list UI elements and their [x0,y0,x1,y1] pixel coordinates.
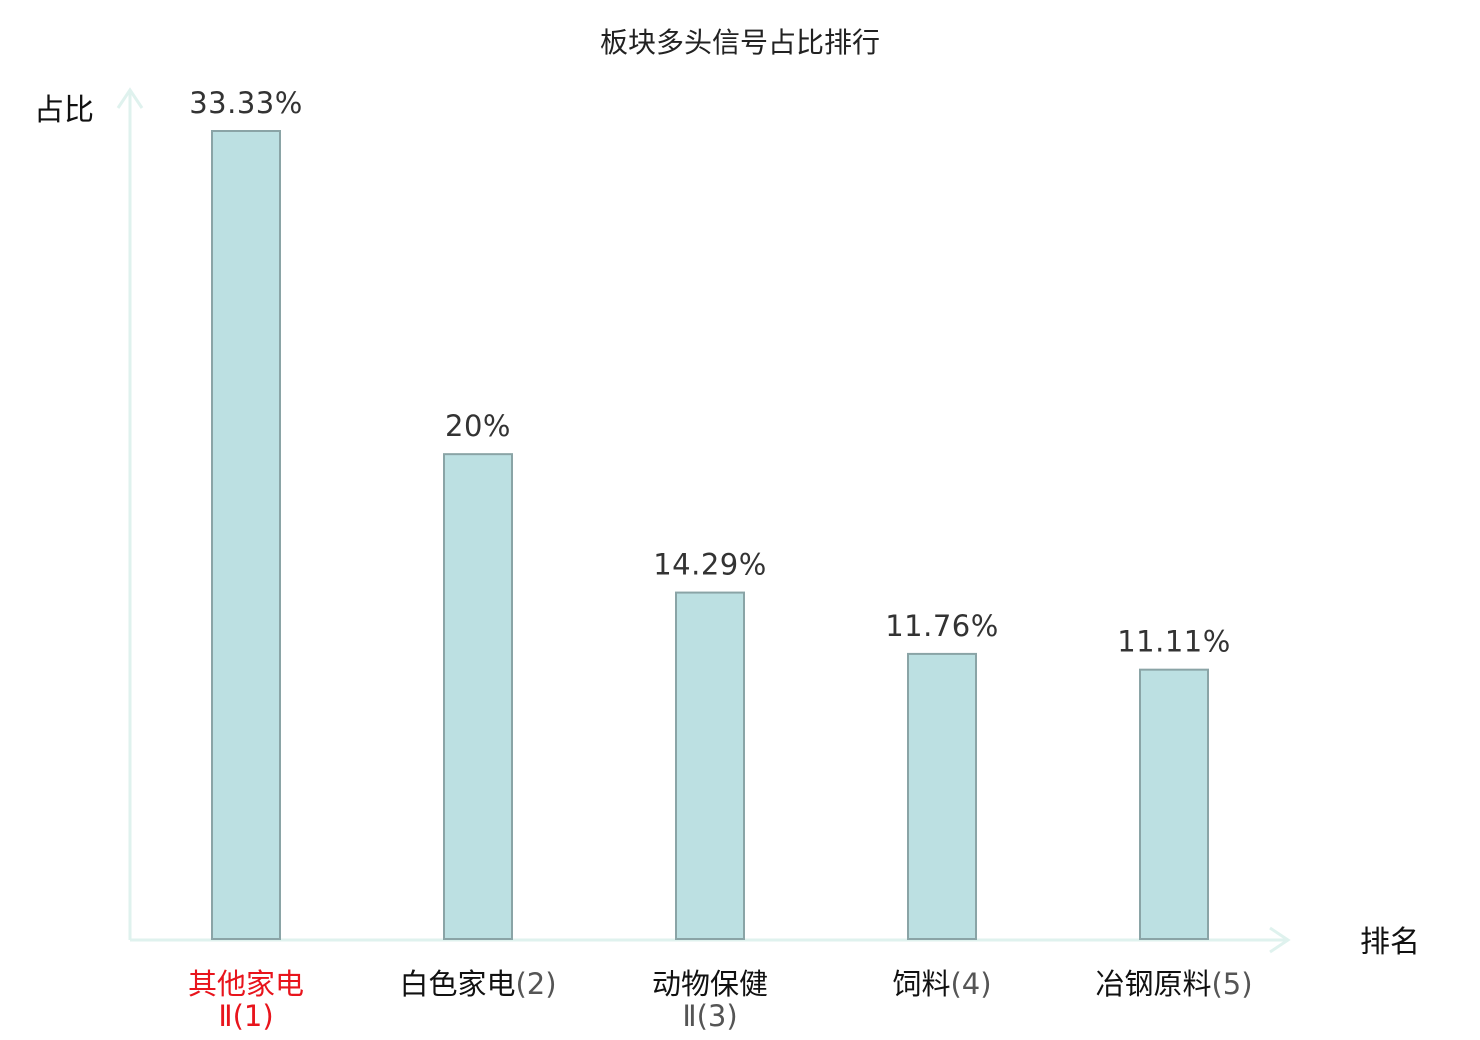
y-axis-label: 占比 [34,93,94,128]
category-rank-4: (4) [950,967,991,1001]
category-rank-1: Ⅱ(1) [218,999,273,1033]
bar-1 [211,130,281,940]
bar-3 [675,591,745,940]
bars-group [211,130,1209,941]
value-label-5: 11.11% [1117,625,1231,659]
value-label-3: 14.29% [653,548,767,582]
value-labels-group: 33.33% 20% 14.29% 11.76% 11.11% [189,86,1231,659]
bar-5 [1139,668,1209,941]
value-label-1: 33.33% [189,86,303,120]
x-axis [130,926,1291,954]
bar-2 [443,453,513,940]
category-rank-3: Ⅱ(3) [682,999,737,1033]
category-label-5: 冶钢原料(5) [1095,967,1252,1001]
category-name-4: 饲料 [892,967,950,1001]
category-name-5: 冶钢原料 [1095,967,1211,1001]
bar-4 [907,652,977,941]
y-axis-arrow [116,87,144,109]
value-label-4: 11.76% [885,609,999,643]
x-axis-arrow [1269,926,1291,954]
chart-title: 板块多头信号占比排行 [600,26,880,59]
value-label-2: 20% [445,409,511,443]
category-label-3: 动物保健 [652,967,768,1001]
category-rank-5: (5) [1211,967,1252,1001]
y-axis [116,87,144,940]
category-label-4: 饲料(4) [892,967,991,1001]
category-label-1: 其他家电 [188,967,304,1001]
category-name-2: 白色家电 [399,967,515,1001]
category-label-2: 白色家电(2) [399,967,556,1001]
category-rank-2: (2) [515,967,556,1001]
x-axis-label: 排名 [1360,925,1420,960]
